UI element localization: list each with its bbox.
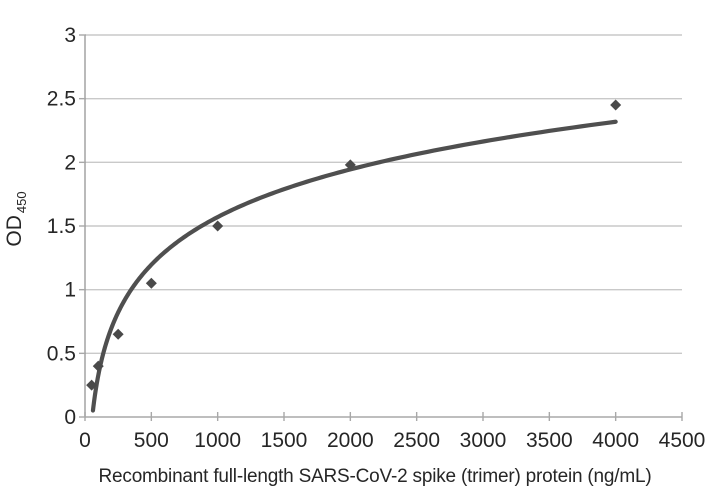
data-point-marker	[610, 99, 622, 111]
x-tick-label: 2500	[393, 429, 440, 452]
data-point-marker	[112, 328, 124, 340]
x-tick-label: 3000	[460, 429, 507, 452]
y-axis-title-subscript: 450	[14, 191, 29, 214]
x-tick-label: 2000	[327, 429, 374, 452]
data-point-marker	[86, 379, 98, 391]
x-tick-label: 4000	[592, 429, 639, 452]
y-tick-label: 1	[64, 279, 76, 302]
y-tick-label: 0.5	[47, 342, 76, 365]
y-tick-label: 0	[64, 406, 76, 429]
x-tick-label: 4500	[659, 429, 706, 452]
y-tick-label: 2.5	[47, 88, 76, 111]
data-point-marker	[212, 220, 224, 232]
x-tick-label: 3500	[526, 429, 573, 452]
x-tick-label: 1500	[261, 429, 308, 452]
data-point-marker	[145, 277, 157, 289]
y-axis-title: OD450	[3, 154, 41, 284]
y-tick-label: 3	[64, 24, 76, 47]
x-tick-label: 1000	[194, 429, 241, 452]
x-tick-label: 0	[79, 429, 91, 452]
y-tick-label: 2	[64, 151, 76, 174]
y-tick-label: 1.5	[47, 215, 76, 238]
data-point-marker	[92, 360, 104, 372]
data-point-marker	[344, 159, 356, 171]
x-tick-label: 500	[134, 429, 169, 452]
y-axis-title-text: OD	[3, 215, 26, 247]
x-axis-title: Recombinant full-length SARS-CoV-2 spike…	[98, 466, 652, 487]
trendline-curve	[90, 119, 618, 413]
